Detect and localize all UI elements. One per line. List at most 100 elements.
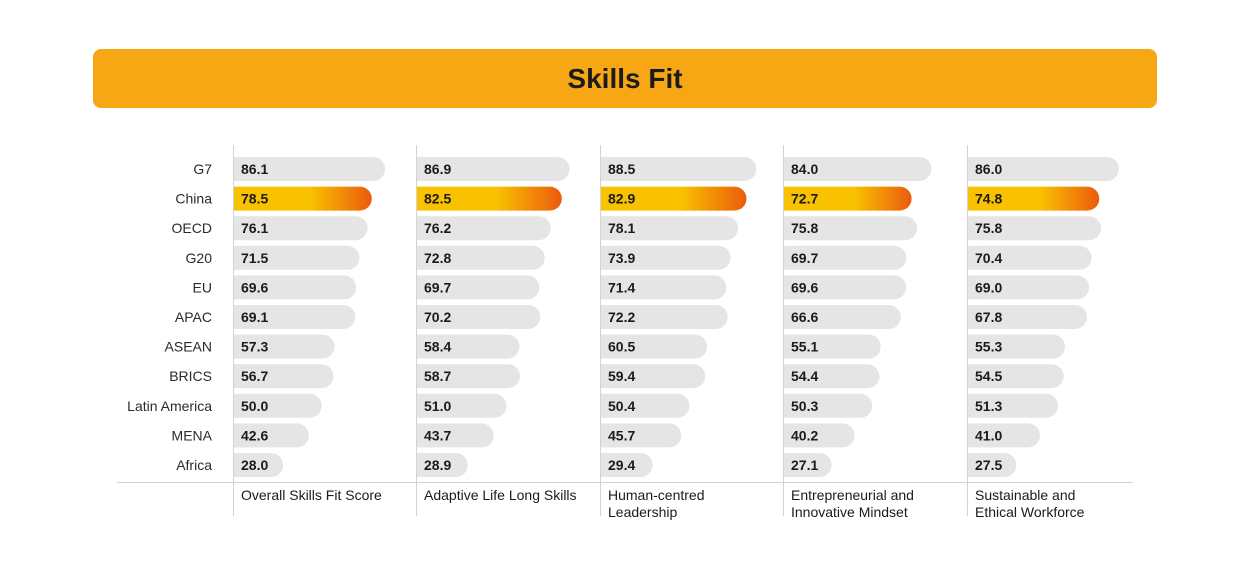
bar-left-edge bbox=[968, 393, 980, 418]
data-label: 69.7 bbox=[424, 279, 451, 295]
data-label: 28.9 bbox=[424, 457, 451, 473]
bar bbox=[601, 216, 739, 241]
series-label: Entrepreneurial and Innovative Mindset bbox=[791, 487, 914, 520]
bar bbox=[234, 393, 322, 418]
data-label: 58.4 bbox=[424, 339, 451, 355]
bar bbox=[968, 393, 1059, 418]
bar bbox=[417, 275, 540, 300]
bar-left-edge bbox=[601, 305, 613, 329]
bar-left-edge bbox=[601, 186, 613, 211]
data-label: 51.0 bbox=[424, 398, 451, 414]
bar-left-edge bbox=[601, 216, 613, 241]
bar-left-edge bbox=[601, 453, 613, 477]
bar bbox=[601, 275, 727, 300]
region-label: G7 bbox=[193, 161, 212, 177]
region-label: OECD bbox=[172, 220, 212, 236]
data-label: 76.1 bbox=[241, 220, 268, 236]
data-label: 50.4 bbox=[608, 398, 635, 414]
bar-left-edge bbox=[234, 216, 246, 241]
bar-left-edge bbox=[968, 305, 980, 329]
data-label: 76.2 bbox=[424, 220, 451, 236]
grid-layer bbox=[117, 145, 1133, 516]
bar-left-edge bbox=[968, 186, 980, 211]
data-label: 86.0 bbox=[975, 161, 1002, 177]
bar-left-edge bbox=[417, 186, 429, 211]
bar-highlight bbox=[784, 186, 912, 211]
bar bbox=[601, 305, 728, 329]
region-label: ASEAN bbox=[165, 339, 212, 355]
bar bbox=[601, 423, 682, 448]
bar-left-edge bbox=[784, 216, 796, 241]
bar bbox=[601, 393, 690, 418]
bar bbox=[784, 423, 855, 448]
data-label: 72.8 bbox=[424, 250, 451, 266]
bar bbox=[968, 157, 1119, 181]
region-label: China bbox=[175, 191, 212, 207]
data-label: 84.0 bbox=[791, 161, 818, 177]
labels-layer: G7 China OECD G20 EU APAC ASEAN BRICS Latin Amer… bbox=[127, 161, 1084, 520]
bar-left-edge bbox=[784, 305, 796, 329]
chart-title: Skills Fit bbox=[567, 62, 683, 94]
bar-left-edge bbox=[784, 275, 796, 300]
bar bbox=[234, 305, 356, 329]
region-label: EU bbox=[193, 279, 212, 295]
bar-left-edge bbox=[784, 393, 796, 418]
bar bbox=[601, 364, 706, 389]
bar bbox=[968, 216, 1102, 241]
data-label: 40.2 bbox=[791, 427, 818, 443]
bar bbox=[784, 334, 881, 359]
bar-left-edge bbox=[601, 393, 613, 418]
bar-left-edge bbox=[784, 423, 796, 448]
bar-left-edge bbox=[417, 334, 429, 359]
bar bbox=[968, 364, 1064, 389]
region-label: MENA bbox=[172, 427, 213, 443]
bar bbox=[968, 423, 1040, 448]
bar-left-edge bbox=[417, 364, 429, 389]
bar-left-edge bbox=[234, 393, 246, 418]
data-label: 42.6 bbox=[241, 427, 268, 443]
data-label: 75.8 bbox=[975, 220, 1002, 236]
data-label: 78.5 bbox=[241, 191, 268, 207]
bar-left-edge bbox=[968, 216, 980, 241]
data-label: 71.4 bbox=[608, 279, 635, 295]
bar bbox=[601, 245, 731, 270]
bar bbox=[234, 275, 357, 300]
bar-left-edge bbox=[784, 334, 796, 359]
bar bbox=[968, 453, 1017, 477]
bar-left-edge bbox=[417, 275, 429, 300]
data-label: 69.6 bbox=[241, 279, 268, 295]
data-label: 69.6 bbox=[791, 279, 818, 295]
bar bbox=[968, 245, 1092, 270]
data-label: 66.6 bbox=[791, 309, 818, 325]
data-label: 82.5 bbox=[424, 191, 451, 207]
data-label: 29.4 bbox=[608, 457, 635, 473]
data-label: 71.5 bbox=[241, 250, 268, 266]
bar-left-edge bbox=[968, 364, 980, 389]
bar bbox=[417, 453, 468, 477]
data-label: 50.3 bbox=[791, 398, 818, 414]
bar bbox=[417, 423, 494, 448]
bar-left-edge bbox=[234, 186, 246, 211]
data-label: 55.3 bbox=[975, 339, 1002, 355]
bar-left-edge bbox=[784, 157, 796, 181]
data-label: 74.8 bbox=[975, 191, 1002, 207]
bar bbox=[417, 334, 520, 359]
bar bbox=[601, 453, 653, 477]
series-label: Sustainable and Ethical Workforce bbox=[975, 487, 1085, 520]
bar bbox=[417, 364, 521, 389]
bar-left-edge bbox=[784, 245, 796, 270]
bar-left-edge bbox=[417, 393, 429, 418]
bar-left-edge bbox=[601, 245, 613, 270]
bar-left-edge bbox=[601, 275, 613, 300]
bar-left-edge bbox=[784, 364, 796, 389]
bar-left-edge bbox=[784, 186, 796, 211]
data-label: 70.2 bbox=[424, 309, 451, 325]
data-label: 69.0 bbox=[975, 279, 1002, 295]
bar bbox=[234, 453, 284, 477]
bar-left-edge bbox=[234, 157, 246, 181]
region-label: BRICS bbox=[169, 368, 212, 384]
bar bbox=[601, 157, 757, 181]
bar bbox=[968, 275, 1090, 300]
bar-highlight bbox=[601, 186, 747, 211]
bar bbox=[417, 245, 545, 270]
